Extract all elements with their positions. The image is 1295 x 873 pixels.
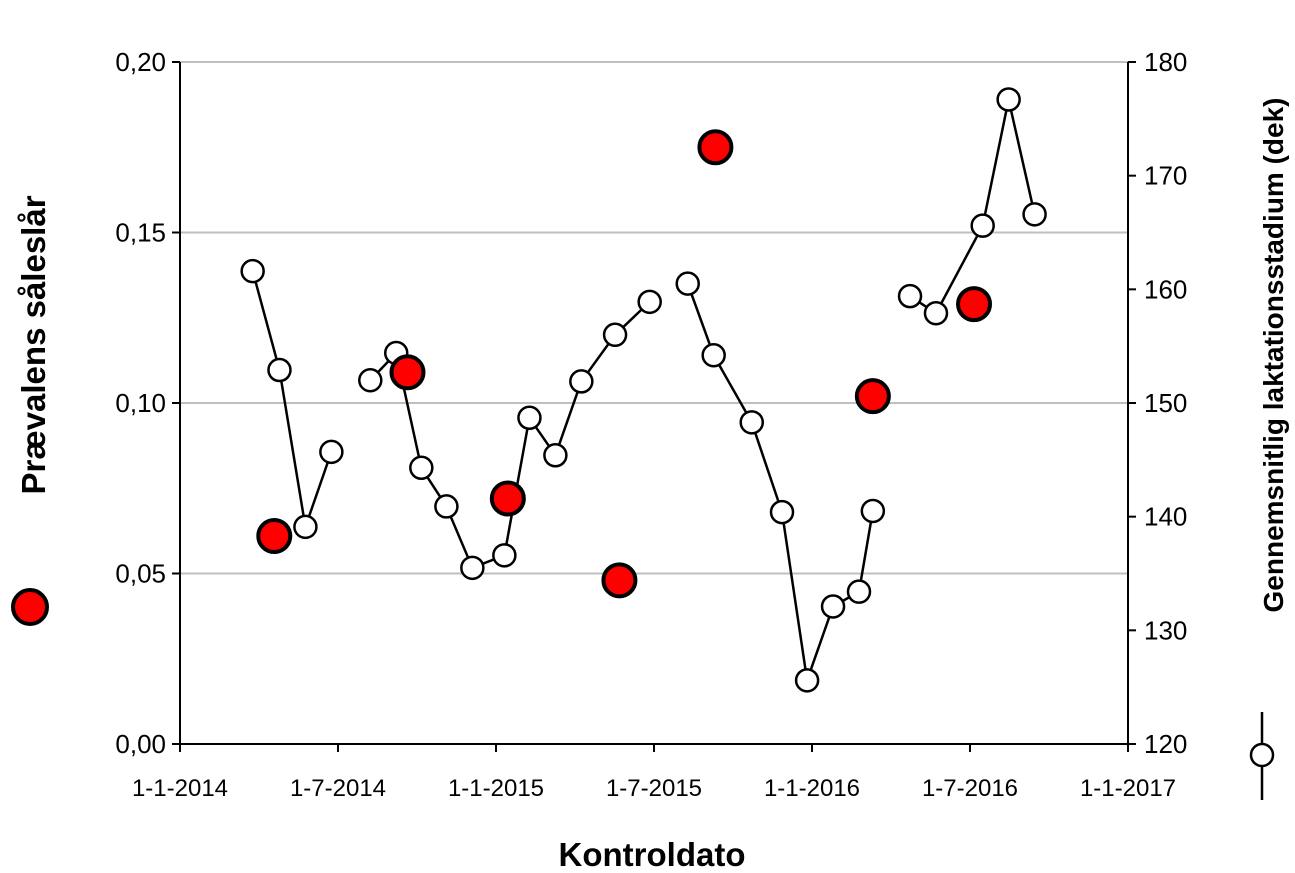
x-tick-label: 1-1-2017 <box>1080 775 1176 802</box>
x-tick-label: 1-1-2015 <box>448 775 544 802</box>
lactation-point <box>897 283 923 309</box>
lactation-point <box>923 300 949 326</box>
y-left-tick-label: 0,15 <box>115 218 166 248</box>
lactation-point <box>996 87 1021 112</box>
gridlines <box>180 61 1128 575</box>
lactation-point <box>820 594 846 619</box>
prevalence-point <box>489 480 526 517</box>
lactation-point <box>543 443 568 468</box>
lactation-point <box>637 289 662 315</box>
lactation-point <box>409 455 434 481</box>
prevalence-point <box>601 562 638 599</box>
lactation-line <box>251 270 333 528</box>
lactation-point <box>769 499 795 525</box>
lactation-line <box>686 283 875 681</box>
axes: 0,00 0,05 0,10 0,15 0,20 120 130 140 150 160 170 18… <box>115 47 1187 802</box>
y-right-tick-label: 180 <box>1144 47 1187 77</box>
legend-prevalence-marker <box>11 588 49 626</box>
lactation-point <box>240 258 265 284</box>
lactation-line <box>909 99 1036 315</box>
x-tick-label: 1-1-2016 <box>764 775 860 802</box>
lactation-point <box>860 498 886 524</box>
lactation-point <box>794 668 820 693</box>
lactation-point <box>460 555 485 581</box>
legend-lactation-marker <box>1249 712 1275 800</box>
lactation-point <box>701 343 726 368</box>
y-left-tick-label: 0,05 <box>115 559 166 589</box>
prevalence-point <box>854 378 891 415</box>
lactation-point <box>293 514 318 540</box>
y-left-tick-label: 0,00 <box>115 729 166 759</box>
y-left-axis-title: Prævalens såleslår <box>15 195 52 494</box>
y-left-tick-label: 0,20 <box>115 47 166 77</box>
prevalence-series <box>256 129 993 599</box>
lactation-series <box>240 87 1047 693</box>
y-right-axis-title: Gennemsnitlig laktationsstadium (dek) <box>1258 98 1289 613</box>
x-tick-label: 1-7-2016 <box>922 775 1018 802</box>
y-right-tick-label: 140 <box>1144 502 1187 532</box>
prevalence-point <box>697 129 734 166</box>
x-tick-label: 1-7-2014 <box>290 775 386 802</box>
y-right-tick-label: 120 <box>1144 729 1187 759</box>
lactation-point <box>602 322 628 348</box>
y-right-tick-label: 160 <box>1144 274 1187 304</box>
y-left-tick-label: 0,10 <box>115 388 166 418</box>
lactation-point <box>569 369 594 394</box>
lactation-point <box>970 213 995 238</box>
lactation-point <box>739 410 764 435</box>
lactation-point <box>358 368 383 393</box>
lactation-point <box>846 579 872 604</box>
prevalence-point <box>256 517 293 554</box>
lactation-point <box>434 494 459 519</box>
lactation-point <box>492 543 517 568</box>
prevalence-point <box>389 354 426 391</box>
x-tick-label: 1-7-2015 <box>606 775 702 802</box>
y-right-tick-label: 130 <box>1144 615 1187 645</box>
lactation-point <box>319 439 344 465</box>
prevalence-point <box>956 286 993 323</box>
lactation-point <box>517 405 542 431</box>
y-right-tick-label: 150 <box>1144 388 1187 418</box>
x-tick-label: 1-1-2014 <box>132 775 228 802</box>
x-axis-title: Kontroldato <box>559 836 746 873</box>
lactation-point <box>675 271 700 296</box>
lactation-point <box>267 357 292 383</box>
lactation-point <box>1022 202 1047 227</box>
y-right-tick-label: 170 <box>1144 161 1187 191</box>
